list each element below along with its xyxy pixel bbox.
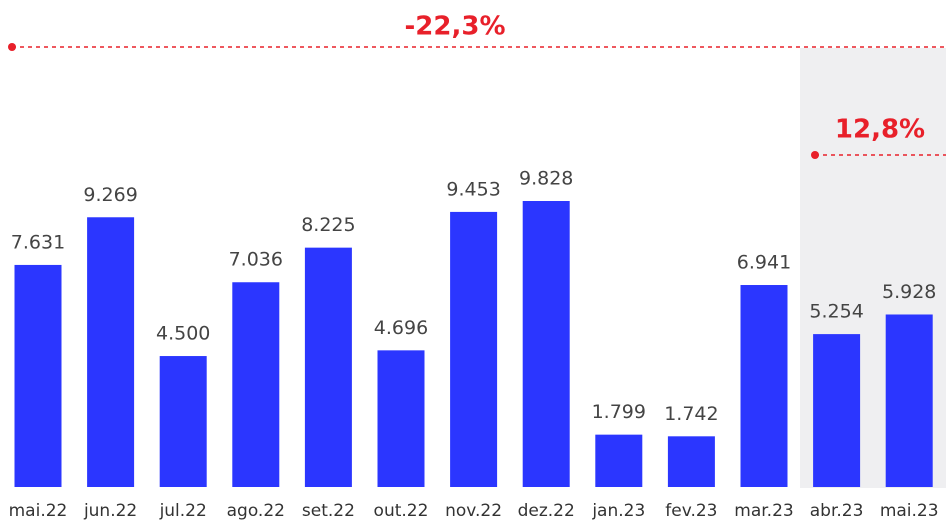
x-tick-label: set.22 xyxy=(302,501,355,521)
x-tick-label: mai.22 xyxy=(9,501,68,521)
value-label: 1.799 xyxy=(592,401,646,423)
x-tick-label: out.22 xyxy=(374,501,429,521)
x-tick-label: jun.22 xyxy=(83,501,137,521)
bar xyxy=(885,314,933,487)
bar xyxy=(595,434,643,487)
annotation-dot xyxy=(811,151,819,159)
annotation-dot xyxy=(8,43,16,51)
x-tick-label: abr.23 xyxy=(810,501,864,521)
value-label: 5.928 xyxy=(882,281,936,303)
value-label: 4.500 xyxy=(156,323,210,345)
bar xyxy=(87,217,135,487)
value-label: 4.696 xyxy=(374,317,428,339)
bar xyxy=(813,334,861,487)
value-label: 9.828 xyxy=(519,168,573,190)
value-label: 7.036 xyxy=(229,249,283,271)
value-label: 6.941 xyxy=(737,252,791,274)
value-label: 5.254 xyxy=(809,301,863,323)
x-tick-label: fev.23 xyxy=(665,501,717,521)
x-tick-label: jul.22 xyxy=(159,501,207,521)
annotation: -22,3% xyxy=(405,12,506,42)
value-label: 7.631 xyxy=(11,231,65,253)
x-tick-label: dez.22 xyxy=(518,501,575,521)
bar xyxy=(159,356,207,487)
x-tick-label: mai.23 xyxy=(880,501,939,521)
x-tick-label: ago.22 xyxy=(227,501,285,521)
value-label: 1.742 xyxy=(664,403,718,425)
bar xyxy=(522,201,570,487)
x-tick-label: nov.22 xyxy=(445,501,502,521)
value-label: 9.269 xyxy=(83,184,137,206)
bar xyxy=(14,264,62,487)
x-tick-label: jan.23 xyxy=(591,501,645,521)
bar xyxy=(740,285,788,487)
x-tick-label: mar.23 xyxy=(734,501,793,521)
bar xyxy=(232,282,280,487)
bar xyxy=(450,211,498,487)
bar xyxy=(667,436,715,487)
value-label: 8.225 xyxy=(301,214,355,236)
bar xyxy=(304,247,352,487)
annotation: 12,8% xyxy=(835,115,925,145)
bar xyxy=(377,350,425,487)
value-label: 9.453 xyxy=(446,178,500,200)
